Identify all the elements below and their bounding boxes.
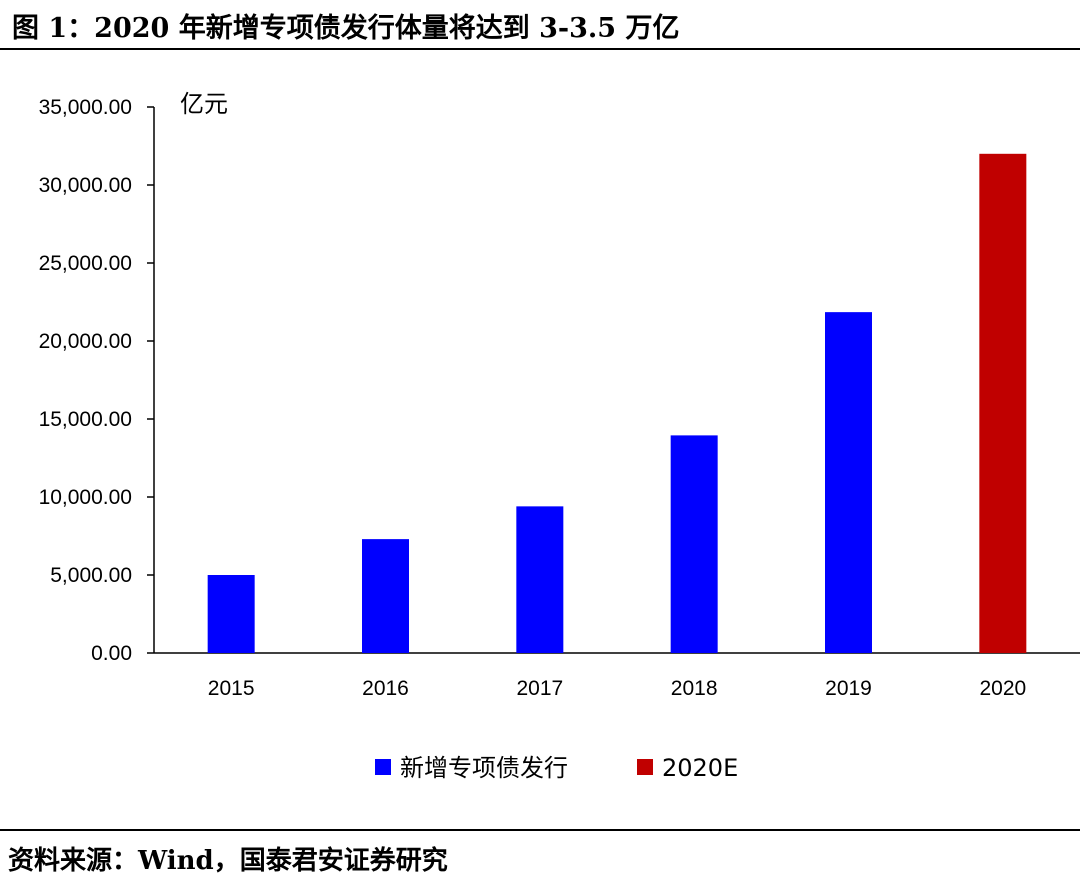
y-tick-label: 30,000.00 (39, 174, 132, 197)
top-rule (0, 48, 1080, 50)
x-axis: 2015 2016 2017 2018 2019 2020 (154, 652, 1080, 700)
x-tick-label: 2020 (979, 677, 1026, 700)
y-tick-label: 25,000.00 (39, 252, 132, 275)
legend: 新增专项债发行 2020E (375, 754, 738, 782)
x-tick-label: 2015 (208, 677, 255, 700)
y-tick-label: 5,000.00 (50, 564, 132, 587)
bar-2017 (516, 506, 564, 653)
bar-2020 (979, 153, 1027, 654)
x-tick-label: 2019 (825, 677, 872, 700)
x-tick-label: 2017 (516, 677, 563, 700)
bars (207, 153, 1027, 654)
y-axis: 0.00 5,000.00 10,000.00 15,000.00 20,000.00 2… (39, 96, 155, 665)
figure-title: 图 1：2020 年新增专项债发行体量将达到 3-3.5 万亿 (12, 13, 680, 44)
legend-swatch (637, 759, 653, 775)
bar-2016 (362, 539, 409, 653)
bar-2018 (670, 435, 718, 653)
bar-2019 (825, 312, 872, 653)
y-tick-label: 0.00 (91, 642, 132, 665)
legend-label: 新增专项债发行 (400, 754, 568, 782)
y-tick-label: 15,000.00 (39, 408, 132, 431)
x-tick-label: 2016 (362, 677, 409, 700)
y-axis-unit-label: 亿元 (180, 90, 228, 118)
x-tick-label: 2018 (671, 677, 718, 700)
bottom-rule (0, 829, 1080, 831)
bar-2015 (207, 575, 255, 653)
y-tick-label: 35,000.00 (39, 96, 132, 119)
y-tick-label: 10,000.00 (39, 486, 132, 509)
y-tick-label: 20,000.00 (39, 330, 132, 353)
source-note: 资料来源：Wind，国泰君安证券研究 (8, 846, 448, 876)
legend-swatch (375, 759, 391, 775)
legend-label: 2020E (662, 754, 738, 782)
